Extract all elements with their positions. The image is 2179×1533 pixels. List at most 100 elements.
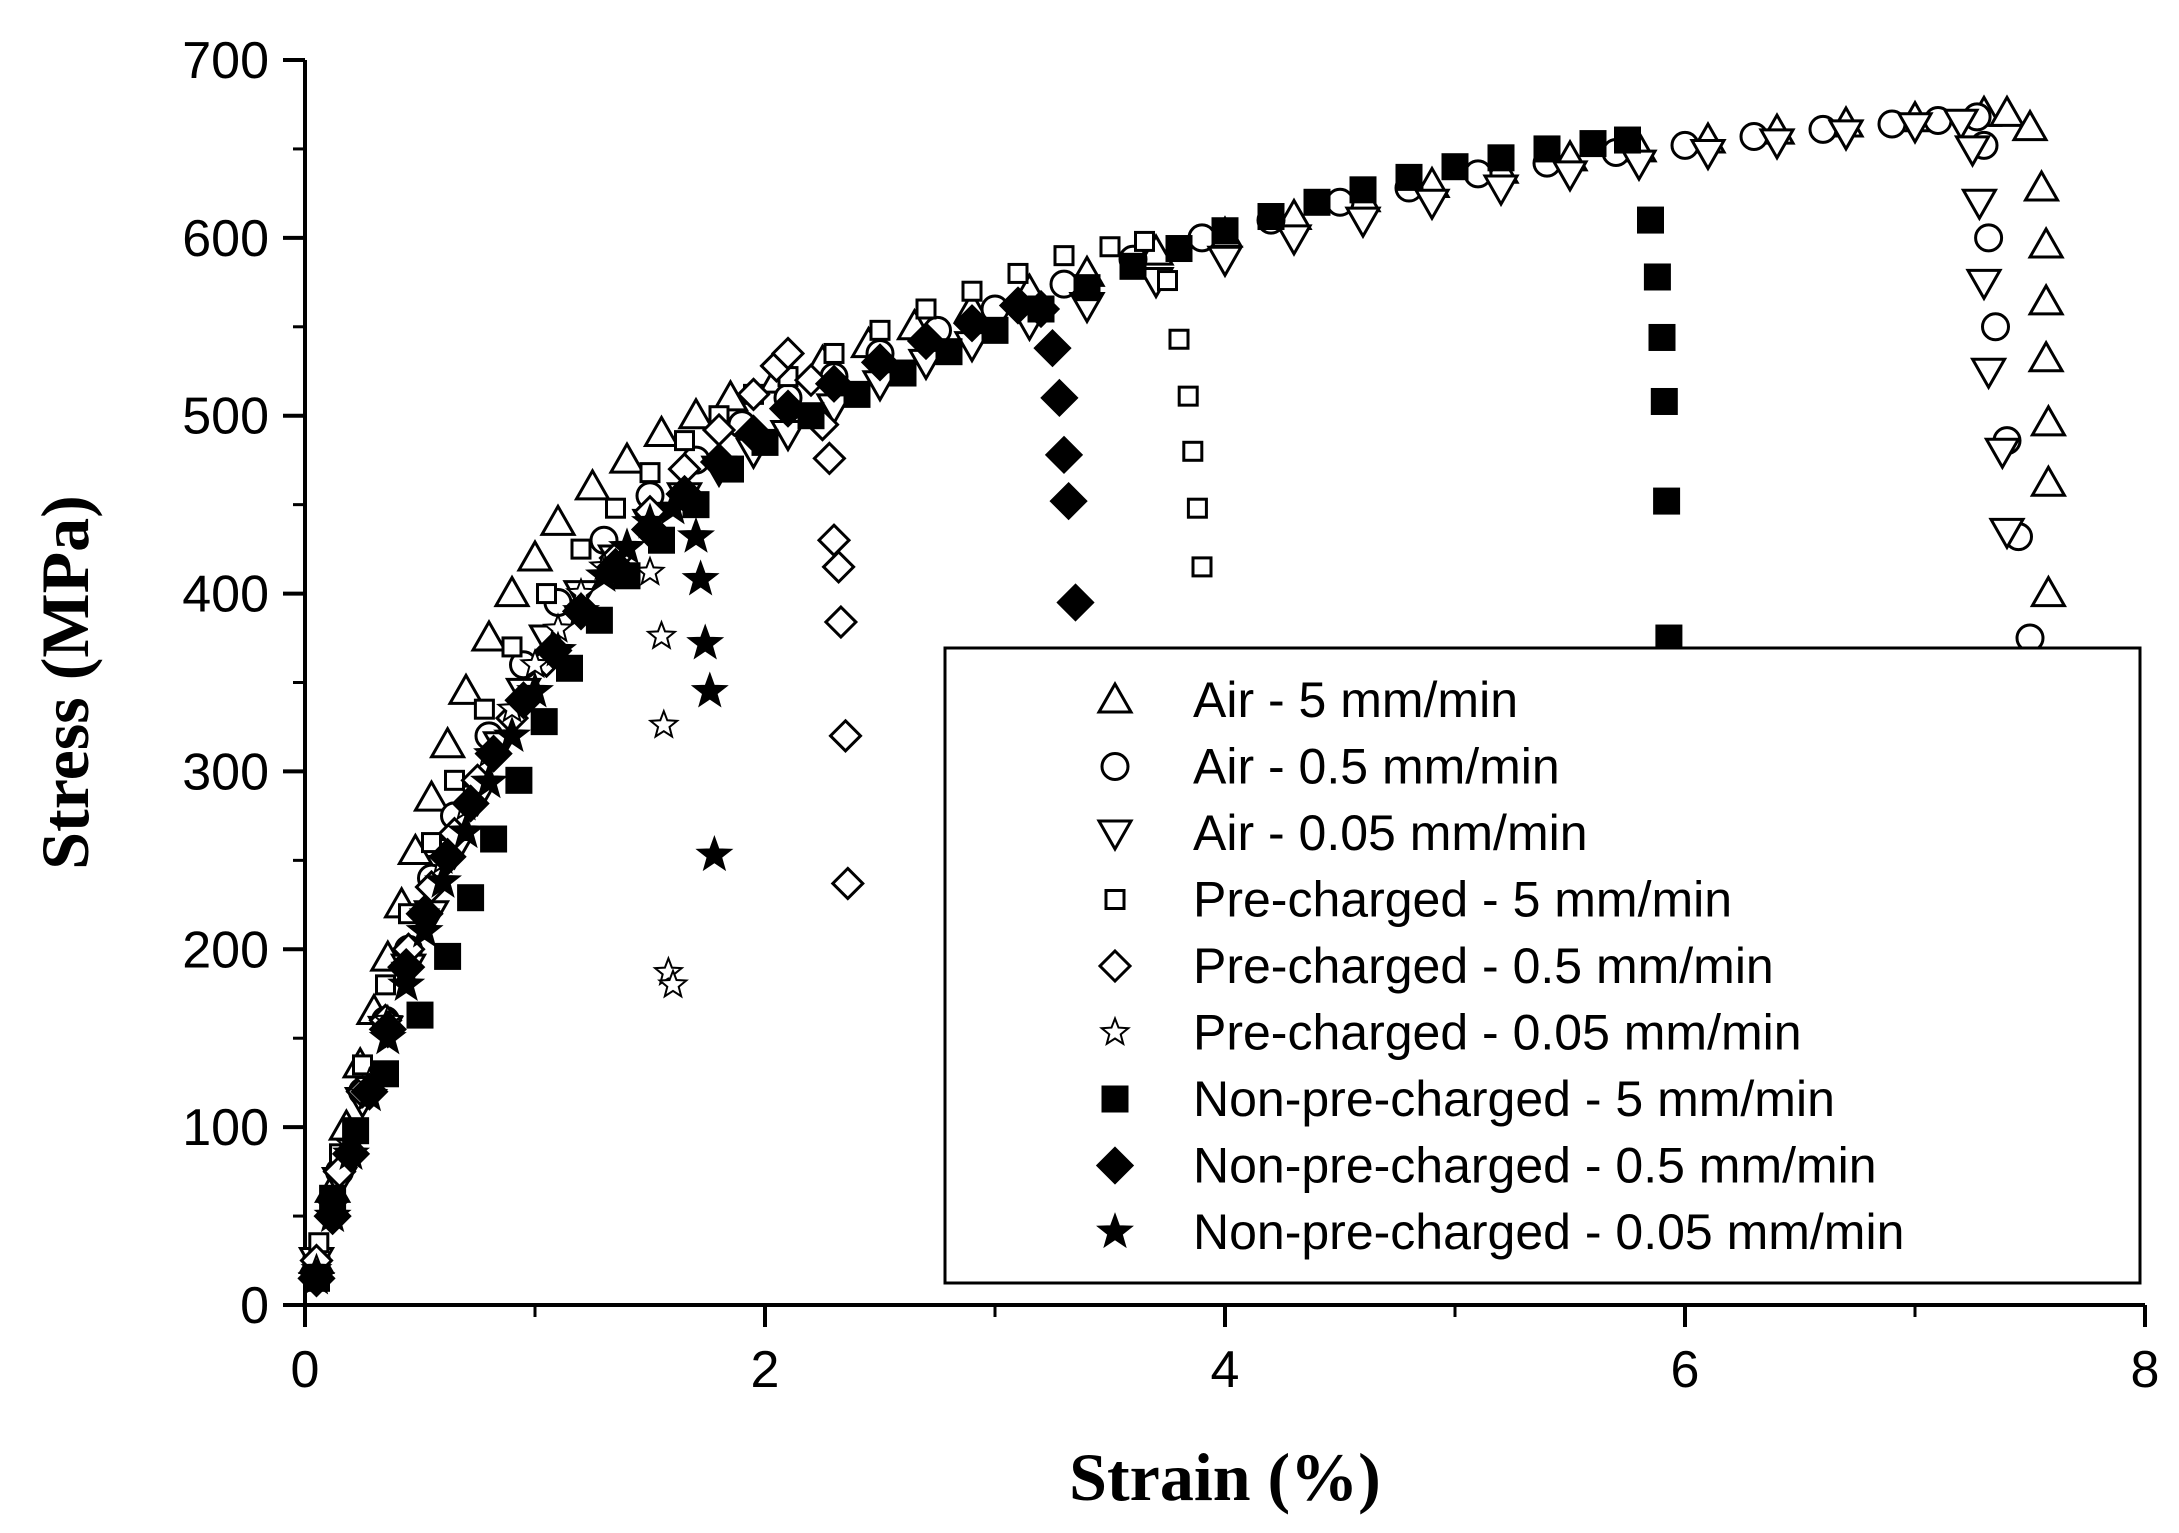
legend-label: Air - 0.05 mm/min (1193, 805, 1588, 861)
data-point (470, 762, 508, 799)
data-point (447, 672, 485, 705)
data-point (297, 1258, 336, 1295)
data-point (1395, 163, 1423, 191)
data-point (412, 779, 451, 812)
data-point (652, 955, 685, 986)
data-point (906, 321, 946, 361)
data-point (677, 516, 715, 553)
legend: Air - 5 mm/min Air - 0.5 mm/min Air - 0.05… (943, 646, 2142, 1285)
y-tick-label: 100 (182, 1099, 269, 1157)
data-point (681, 559, 720, 596)
x-tick-label: 4 (1211, 1341, 1240, 1399)
y-tick-label: 500 (182, 388, 269, 446)
data-point (1275, 224, 1313, 257)
data-point (332, 1133, 370, 1170)
y-axis-title: Stress (MPa) (27, 495, 103, 870)
data-point (608, 441, 646, 474)
data-point (981, 316, 1009, 344)
data-point (1965, 268, 2003, 302)
data-point (952, 304, 992, 343)
data-point (768, 389, 808, 428)
x-tick-label: 2 (751, 1341, 780, 1399)
data-point (539, 630, 577, 667)
data-point (1643, 263, 1671, 291)
data-point (1655, 624, 1683, 652)
data-point (1953, 135, 1992, 168)
legend-marker (1101, 1085, 1129, 1113)
data-point (530, 708, 558, 736)
data-point (1463, 159, 1493, 189)
data-point (1073, 274, 1101, 302)
data-point (1191, 556, 1213, 578)
data-point (505, 766, 533, 794)
data-point (406, 1001, 434, 1029)
data-point (823, 342, 845, 364)
data-point (1648, 323, 1676, 351)
data-point (428, 837, 467, 876)
data-point (556, 654, 583, 682)
legend-marker (1104, 889, 1126, 910)
data-point (1182, 440, 1204, 462)
data-point (793, 363, 829, 398)
data-point (677, 396, 715, 430)
data-point (350, 1075, 389, 1112)
data-point (352, 1054, 373, 1076)
data-point (608, 527, 646, 564)
data-point (493, 715, 531, 752)
data-point (1579, 130, 1607, 158)
legend-label: Non-pre-charged - 0.5 mm/min (1193, 1138, 1877, 1194)
y-tick-label: 0 (240, 1277, 269, 1335)
data-point (501, 636, 523, 658)
x-axis-title: Strain (%) (1069, 1439, 1381, 1515)
axes: 0 100 200 300 400 500 600 700 0 2 4 6 8 Strain (%) Str… (27, 32, 2159, 1515)
data-point (516, 538, 554, 572)
data-point (1099, 236, 1121, 258)
data-point (1441, 153, 1469, 181)
data-point (2011, 108, 2049, 142)
data-point (570, 538, 592, 560)
data-point (699, 442, 739, 482)
data-point (1056, 583, 1095, 622)
legend-box (943, 646, 2142, 1285)
data-point (631, 502, 669, 539)
legend-label: Pre-charged - 0.05 mm/min (1193, 1005, 1802, 1061)
data-point (1053, 245, 1075, 267)
data-point (516, 671, 554, 708)
data-point (1827, 119, 1865, 152)
data-point (1007, 262, 1029, 284)
data-point (828, 718, 863, 753)
data-point (2022, 169, 2061, 202)
data-point (647, 708, 680, 739)
legend-marker (1097, 948, 1133, 984)
data-point (1021, 289, 1061, 329)
data-point (1257, 203, 1285, 231)
data-point (2027, 282, 2065, 316)
data-point (1983, 437, 2021, 471)
data-point (821, 549, 856, 585)
data-point (585, 555, 623, 592)
legend-marker (1099, 1015, 1131, 1047)
data-point (823, 604, 859, 640)
data-point (1413, 188, 1451, 222)
data-point (812, 441, 847, 476)
data-point (424, 861, 462, 898)
data-point (405, 911, 444, 948)
data-point (470, 619, 508, 652)
legend-marker (1096, 819, 1134, 853)
data-point (1206, 245, 1244, 279)
data-point (1177, 385, 1199, 407)
data-point (1168, 328, 1190, 350)
data-point (1487, 144, 1515, 172)
data-point (429, 725, 467, 759)
data-point (1650, 387, 1678, 415)
data-point (1349, 176, 1377, 204)
x-tick-label: 6 (1671, 1341, 1700, 1399)
data-point (642, 414, 681, 447)
data-point (1040, 378, 1079, 418)
data-point (686, 623, 725, 660)
legend-label: Non-pre-charged - 0.05 mm/min (1193, 1204, 1904, 1260)
data-point (473, 698, 495, 720)
y-tick-label: 300 (182, 743, 269, 801)
series-4 (299, 336, 865, 1278)
